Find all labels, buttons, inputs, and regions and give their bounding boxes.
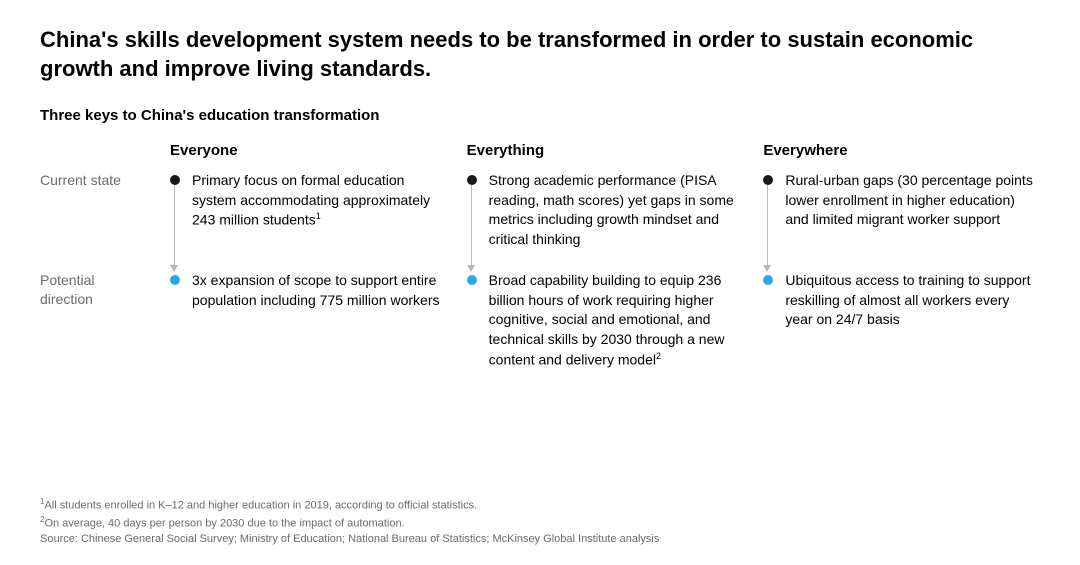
- cell-text: Broad capability building to equip 236 b…: [489, 271, 744, 370]
- column-header-everything: Everything: [467, 142, 744, 159]
- bullet-blue-icon: [467, 275, 477, 285]
- cell-everywhere-potential: Ubiquitous access to training to support…: [763, 271, 1040, 370]
- column-header-everyone: Everyone: [170, 142, 447, 159]
- cell-text: Ubiquitous access to training to support…: [785, 271, 1040, 330]
- row-label-current-state: Current state: [40, 171, 150, 271]
- arrow-line: [767, 185, 768, 269]
- cell-everything-current: Strong academic performance (PISA readin…: [467, 171, 744, 271]
- cell-everything-potential: Broad capability building to equip 236 b…: [467, 271, 744, 370]
- matrix-grid: Everyone Everything Everywhere Current s…: [40, 142, 1040, 370]
- source-line: Source: Chinese General Social Survey; M…: [40, 532, 1040, 547]
- arrow-down-icon: [763, 265, 771, 272]
- column-header-everywhere: Everywhere: [763, 142, 1040, 159]
- bullet-dark-icon: [763, 175, 773, 185]
- text: Primary focus on formal education system…: [192, 172, 430, 228]
- subtitle: Three keys to China's education transfor…: [40, 107, 1040, 124]
- cell-text: Rural-urban gaps (30 percentage points l…: [785, 171, 1040, 230]
- page-title: China's skills development system needs …: [40, 26, 1040, 83]
- cell-everyone-current: Primary focus on formal education system…: [170, 171, 447, 271]
- footnote-sup: 1: [316, 211, 321, 221]
- arrow-down-icon: [170, 265, 178, 272]
- cell-text: Strong academic performance (PISA readin…: [489, 171, 744, 249]
- bullet-dark-icon: [467, 175, 477, 185]
- bullet-blue-icon: [763, 275, 773, 285]
- cell-everywhere-current: Rural-urban gaps (30 percentage points l…: [763, 171, 1040, 271]
- arrow-line: [174, 185, 175, 269]
- footnote-1: 1All students enrolled in K–12 and highe…: [40, 496, 1040, 514]
- footnotes-block: 1All students enrolled in K–12 and highe…: [40, 496, 1040, 547]
- arrow-line: [471, 185, 472, 269]
- text: All students enrolled in K–12 and higher…: [44, 499, 477, 511]
- footnote-2: 2On average, 40 days per person by 2030 …: [40, 514, 1040, 532]
- bullet-dark-icon: [170, 175, 180, 185]
- cell-everyone-potential: 3x expansion of scope to support entire …: [170, 271, 447, 370]
- cell-text: Primary focus on formal education system…: [192, 171, 447, 230]
- text: Broad capability building to equip 236 b…: [489, 272, 725, 367]
- cell-text: 3x expansion of scope to support entire …: [192, 271, 447, 310]
- text: On average, 40 days per person by 2030 d…: [44, 517, 404, 529]
- footnote-sup: 2: [656, 351, 661, 361]
- row-label-potential-direction: Potential direction: [40, 271, 150, 370]
- arrow-down-icon: [467, 265, 475, 272]
- blank-corner: [40, 142, 150, 171]
- bullet-blue-icon: [170, 275, 180, 285]
